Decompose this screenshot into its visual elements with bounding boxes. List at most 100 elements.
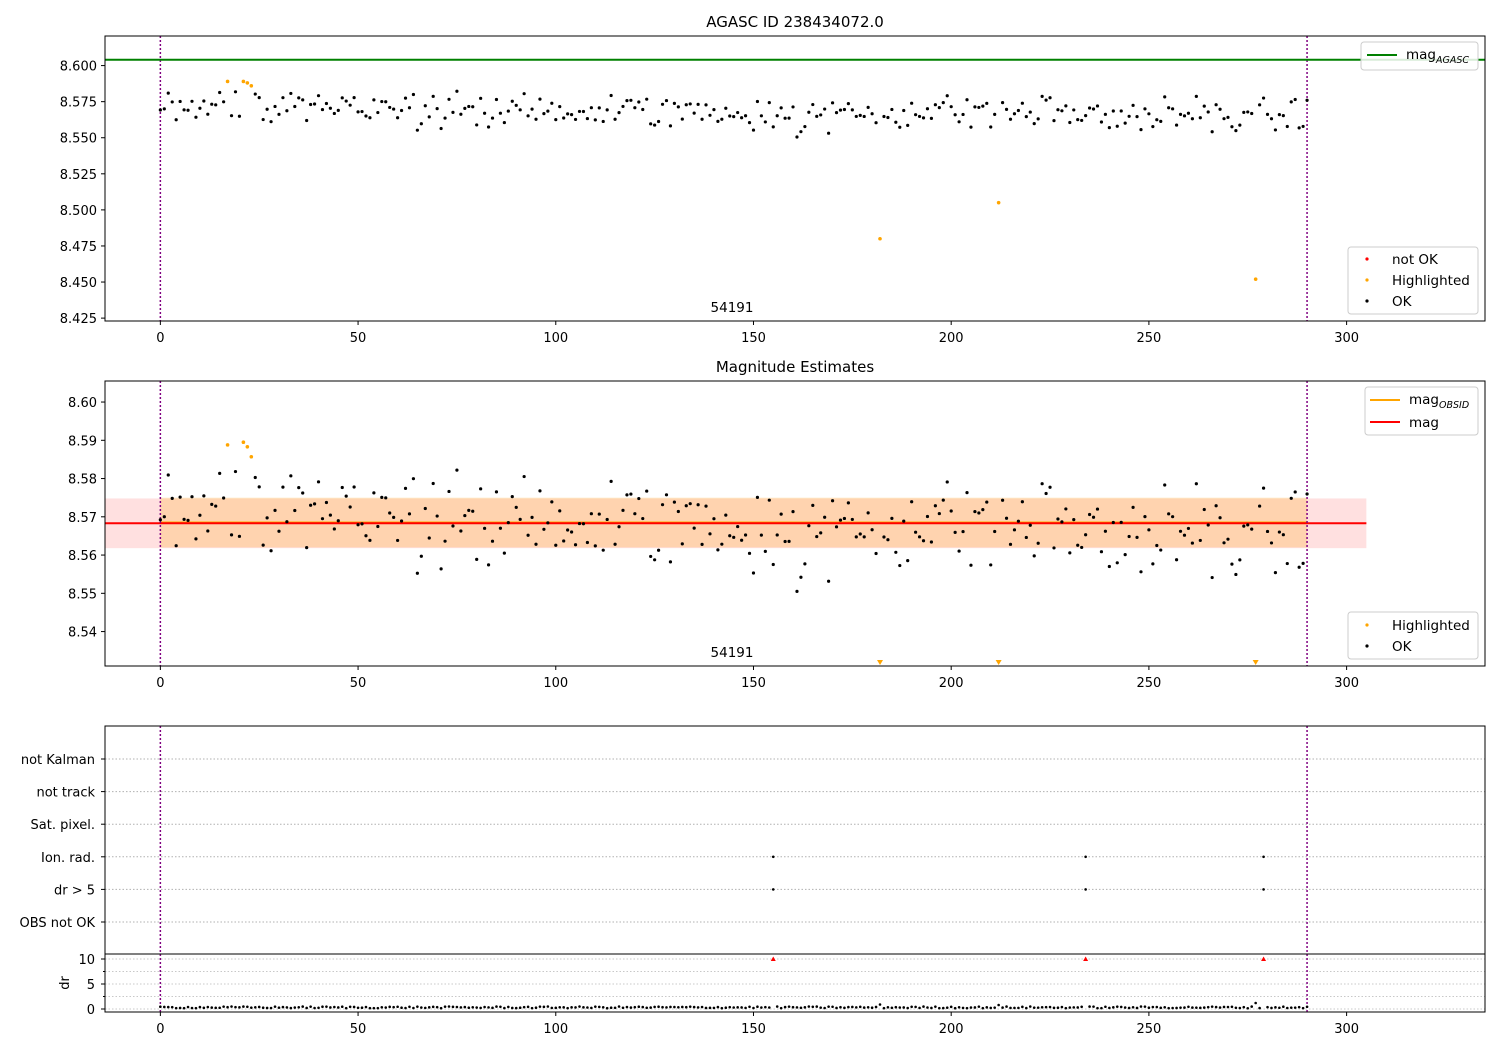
ok-point: [740, 116, 744, 120]
dr-point: [862, 1006, 866, 1009]
dr-point: [827, 1005, 830, 1008]
panel1-y-ticks: 8.425 8.450 8.475 8.500 8.525 8.550 8.575 8.600: [60, 60, 105, 327]
dr-point: [1135, 1006, 1139, 1010]
ok-point: [328, 513, 332, 517]
ok-point: [1305, 98, 1309, 102]
legend-mag-obsid-subscript: OBSID: [1439, 400, 1469, 411]
ok-point: [708, 113, 712, 117]
ok-point: [1040, 94, 1044, 98]
ok-point: [763, 549, 767, 553]
ok-point: [261, 543, 265, 547]
ok-point: [419, 554, 423, 558]
dr-point: [1301, 1006, 1305, 1010]
ok-point: [522, 474, 526, 479]
ok-point: [233, 90, 238, 94]
ok-point: [399, 108, 404, 113]
panel2-title: Magnitude Estimates: [716, 358, 874, 376]
dr-point: [831, 1005, 834, 1009]
ok-point: [1020, 101, 1024, 105]
ok-point: [336, 108, 340, 112]
ok-point: [1222, 541, 1226, 545]
ok-point: [277, 529, 281, 533]
dr-point: [629, 1006, 633, 1009]
ok-point: [538, 489, 542, 493]
ok-point: [720, 117, 724, 121]
ok-point: [475, 557, 479, 561]
ok-point: [1285, 124, 1289, 129]
dr-point: [261, 1006, 265, 1009]
ok-point: [392, 107, 396, 111]
dr-point: [740, 1006, 743, 1009]
ok-point: [700, 117, 704, 121]
ok-point: [763, 120, 767, 124]
ok-point: [625, 98, 629, 103]
ok-point: [637, 496, 641, 501]
x-tick-label: 0: [156, 676, 164, 691]
ok-point: [392, 515, 396, 519]
ok-point: [368, 116, 372, 120]
ok-point: [838, 108, 843, 112]
ok-point: [751, 571, 756, 575]
ok-point: [771, 125, 775, 129]
ok-point: [656, 548, 661, 552]
ok-point: [827, 579, 831, 583]
ok-point: [1036, 541, 1040, 545]
ok-point: [645, 489, 649, 493]
ok-point: [724, 513, 728, 517]
ok-point: [372, 98, 376, 102]
ok-point: [1084, 114, 1088, 118]
dr-point: [1222, 1005, 1226, 1009]
ok-point: [534, 117, 538, 121]
dr-point: [1123, 1006, 1127, 1009]
x-tick-label: 150: [741, 1022, 766, 1037]
ok-point: [965, 98, 969, 102]
ok-point: [1072, 108, 1076, 112]
ok-point: [194, 115, 198, 119]
ok-point: [510, 495, 514, 499]
ok-point: [566, 528, 570, 532]
dr-point: [190, 1006, 194, 1010]
ok-point: [514, 505, 518, 509]
ok-point: [518, 108, 522, 112]
dr-point: [1088, 1005, 1091, 1008]
dr-point: [1068, 1006, 1072, 1009]
dr-point: [926, 1006, 929, 1009]
flag-point: [1084, 855, 1087, 859]
legend-mag-obsid-label: mag: [1409, 392, 1439, 408]
ok-point: [546, 109, 550, 113]
panel2-reference-lines: [159, 381, 1308, 666]
ok-point: [1056, 108, 1060, 112]
ok-point: [522, 92, 526, 96]
dr-point: [427, 1006, 431, 1009]
ok-point: [629, 98, 633, 102]
ok-point: [166, 473, 170, 477]
ok-point: [1060, 520, 1064, 524]
ok-point: [388, 511, 392, 515]
ok-point: [910, 500, 914, 504]
ok-point: [439, 126, 443, 131]
ok-point: [506, 109, 510, 113]
ok-point: [653, 558, 657, 562]
ok-point: [301, 98, 305, 102]
dr-point: [1056, 1006, 1060, 1010]
dr-point: [953, 1006, 957, 1010]
ok-point: [1012, 112, 1017, 116]
dr-point: [866, 1005, 870, 1009]
ok-point: [1068, 551, 1072, 555]
ok-point: [569, 113, 574, 117]
ok-point: [653, 123, 657, 127]
ok-point: [1115, 124, 1119, 128]
ok-point: [344, 99, 348, 103]
ok-point: [1087, 106, 1092, 110]
ok-point: [1202, 104, 1206, 108]
ok-point: [459, 112, 463, 116]
dr-point: [1305, 1005, 1309, 1009]
ok-point: [427, 536, 431, 540]
dr-point: [1254, 1001, 1257, 1005]
ok-point: [1182, 533, 1187, 537]
dr-point: [420, 1006, 423, 1009]
ok-point: [633, 106, 637, 110]
dr-point: [277, 1006, 281, 1009]
ok-point: [728, 534, 732, 538]
ok-point: [309, 102, 313, 107]
